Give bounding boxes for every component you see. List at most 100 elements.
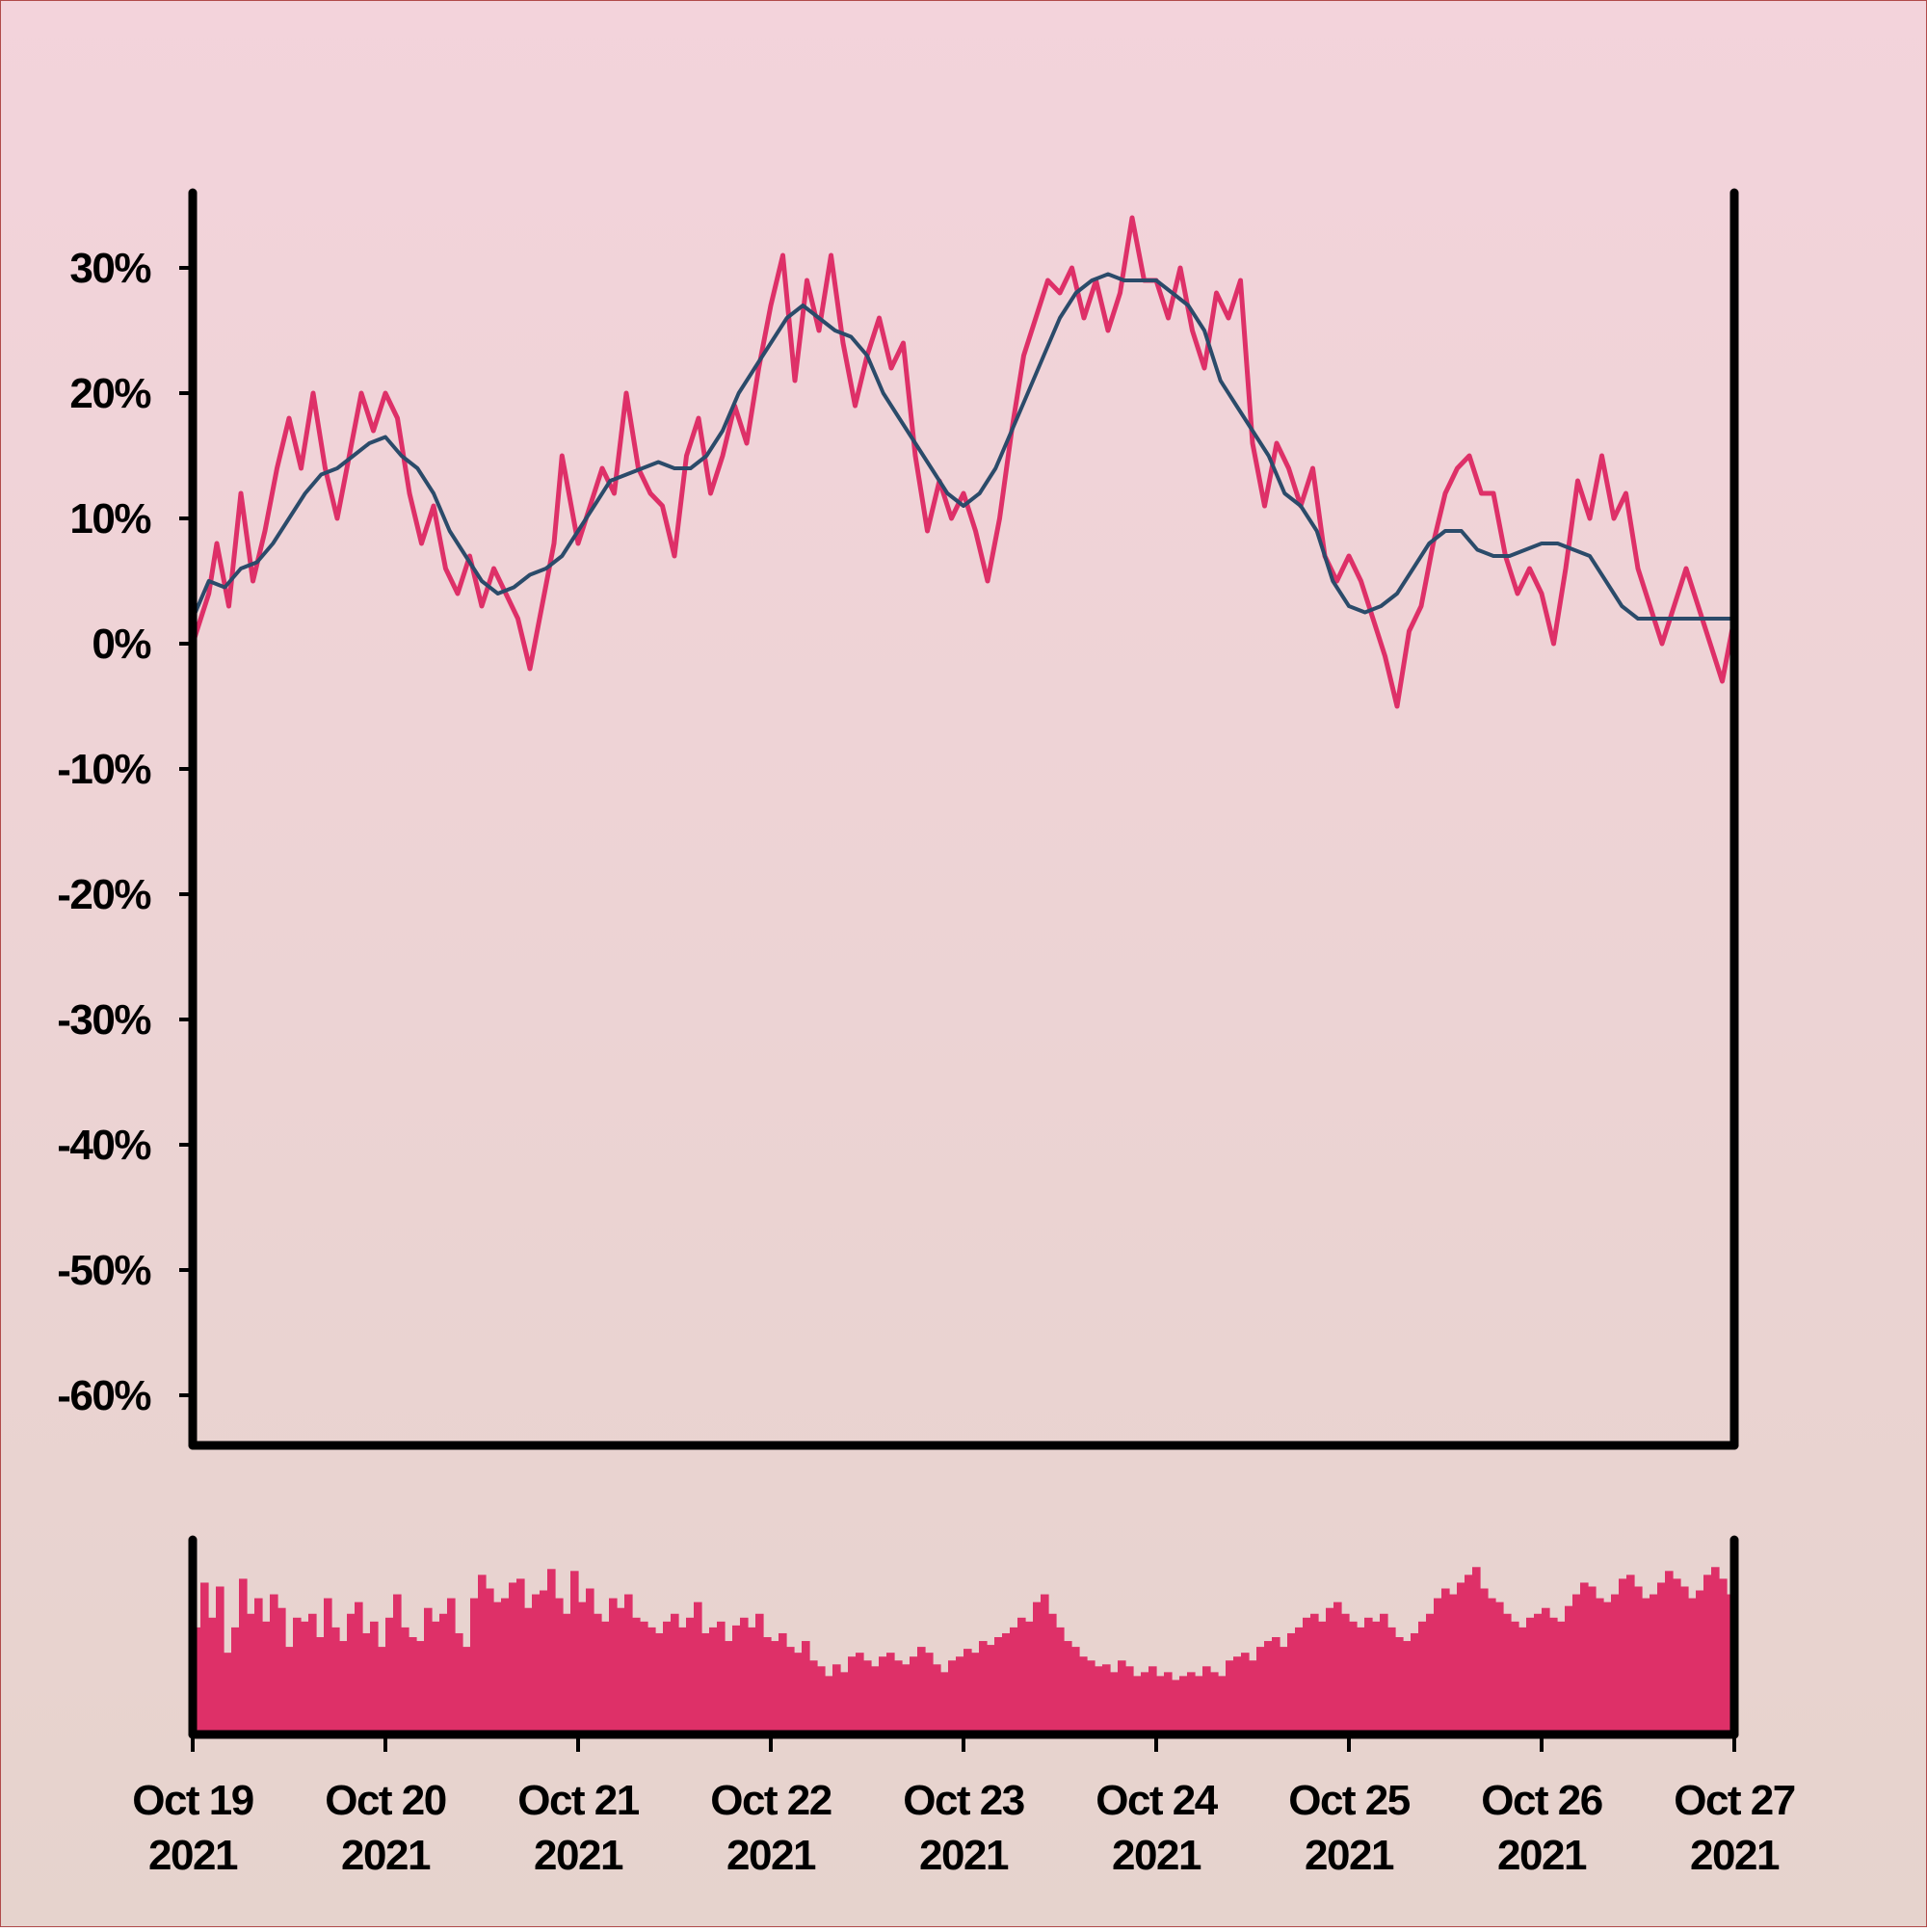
x-tick-label-date: Oct 20 xyxy=(325,1777,446,1824)
volume-bar xyxy=(779,1632,787,1734)
volume-bar xyxy=(1133,1676,1142,1734)
volume-bar xyxy=(1372,1621,1381,1734)
volume-bar xyxy=(1703,1575,1712,1734)
volume-bar xyxy=(671,1613,679,1734)
volume-bar xyxy=(848,1656,857,1734)
volume-bar xyxy=(1256,1647,1265,1734)
volume-bar xyxy=(285,1647,294,1734)
volume-bar xyxy=(470,1598,479,1734)
volume-bar xyxy=(663,1621,672,1734)
volume-bar xyxy=(1202,1666,1211,1734)
volume-bar xyxy=(262,1621,271,1734)
x-tick-label-year: 2021 xyxy=(726,1832,816,1879)
volume-bar xyxy=(709,1627,718,1734)
volume-bar xyxy=(1295,1627,1304,1734)
volume-bar xyxy=(486,1588,494,1734)
volume-bar xyxy=(1650,1594,1658,1734)
volume-bar xyxy=(1064,1641,1072,1734)
volume-bar xyxy=(1411,1632,1419,1734)
volume-bar xyxy=(1025,1621,1034,1734)
volume-bar xyxy=(1087,1660,1095,1734)
volume-bar xyxy=(1195,1676,1203,1734)
volume-bar xyxy=(1272,1637,1280,1734)
volume-bar xyxy=(748,1627,756,1734)
price-panel: -60% -50% -40% -30% -20% -10% 0% 10% 20% 30% xyxy=(57,188,1739,1450)
y-tick-label: -10% xyxy=(57,746,150,793)
volume-bar xyxy=(586,1588,594,1734)
volume-bar xyxy=(1357,1627,1365,1734)
volume-bar xyxy=(547,1569,556,1734)
volume-bar xyxy=(516,1578,525,1734)
y-tick-label: 10% xyxy=(69,495,150,543)
y-tick-label: 30% xyxy=(69,245,150,292)
volume-bar xyxy=(501,1598,510,1734)
volume-bar xyxy=(270,1594,278,1734)
price-line xyxy=(190,215,1737,709)
volume-bar xyxy=(825,1676,833,1734)
volume-bar xyxy=(1688,1598,1697,1734)
volume-bar xyxy=(385,1617,394,1734)
volume-bar xyxy=(1472,1567,1481,1734)
volume-bar xyxy=(1572,1594,1581,1734)
volume-bar xyxy=(1665,1571,1674,1734)
volume-bar xyxy=(1403,1641,1412,1734)
volume-bar xyxy=(1249,1660,1257,1734)
x-tick-label-date: Oct 24 xyxy=(1095,1777,1219,1824)
volume-bar xyxy=(1341,1613,1350,1734)
volume-bar xyxy=(1033,1601,1042,1734)
volume-bar xyxy=(717,1621,726,1734)
volume-bar xyxy=(1226,1660,1234,1734)
volume-bar xyxy=(763,1637,772,1734)
volume-bar xyxy=(308,1613,317,1734)
volume-bar xyxy=(409,1637,417,1734)
volume-bar xyxy=(1657,1582,1666,1734)
volume-bar xyxy=(200,1582,209,1734)
volume-bar xyxy=(694,1601,702,1734)
volume-bar xyxy=(247,1613,255,1734)
volume-bar xyxy=(1364,1617,1373,1734)
volume-bar xyxy=(1387,1627,1396,1734)
y-tick-label: -60% xyxy=(57,1372,150,1419)
volume-bar xyxy=(316,1637,325,1734)
volume-bar xyxy=(1426,1613,1435,1734)
volume-bar xyxy=(1264,1641,1273,1734)
x-tick-label-date: Oct 23 xyxy=(903,1777,1024,1824)
volume-bar xyxy=(1696,1590,1704,1734)
volume-bar xyxy=(1603,1601,1612,1734)
volume-bar xyxy=(208,1617,217,1734)
volume-bar xyxy=(416,1641,425,1734)
volume-bar xyxy=(1380,1613,1388,1734)
volume-bar xyxy=(1041,1594,1049,1734)
volume-bar xyxy=(563,1613,571,1734)
volume-bar xyxy=(840,1672,849,1734)
volume-bar xyxy=(678,1627,687,1734)
volume-bar xyxy=(794,1653,803,1734)
volume-bar xyxy=(1434,1598,1442,1734)
volume-bar xyxy=(524,1607,533,1734)
volume-bar xyxy=(1048,1613,1057,1734)
volume-bar xyxy=(1503,1613,1512,1734)
volume-bar xyxy=(1549,1617,1558,1734)
volume-bar xyxy=(1148,1666,1157,1734)
volume-bar xyxy=(802,1641,810,1734)
volume-bar xyxy=(447,1598,456,1734)
volume-bar xyxy=(1326,1607,1334,1734)
volume-bar xyxy=(601,1621,610,1734)
volume-bar xyxy=(732,1625,741,1734)
volume-bar xyxy=(1079,1656,1088,1734)
volume-bar xyxy=(462,1647,471,1734)
volume-bar xyxy=(617,1607,625,1734)
y-tick-label: -50% xyxy=(57,1247,150,1294)
volume-bar xyxy=(370,1621,379,1734)
volume-bar xyxy=(224,1653,232,1734)
volume-bar xyxy=(1172,1680,1180,1734)
volume-bar xyxy=(1565,1605,1573,1734)
volume-bar xyxy=(1156,1676,1165,1734)
volume-bar xyxy=(1588,1586,1597,1734)
volume-bar xyxy=(239,1578,248,1734)
volume-bar xyxy=(1457,1582,1465,1734)
volume-bar xyxy=(832,1664,841,1734)
volume-bar xyxy=(647,1627,656,1734)
